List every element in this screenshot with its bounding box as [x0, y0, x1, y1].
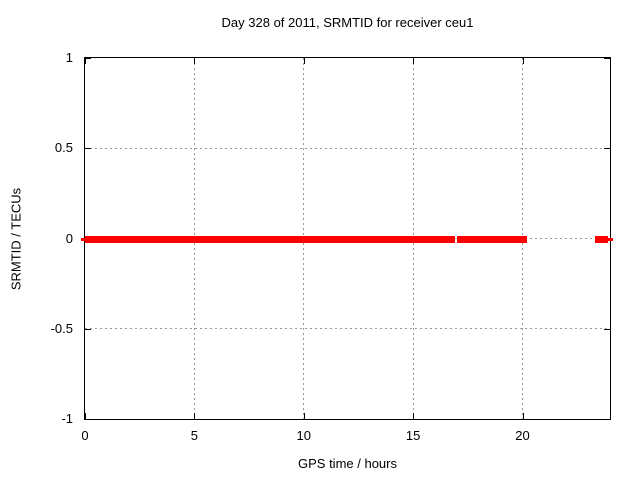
- x-tick-mark-top: [522, 58, 524, 64]
- x-tick-mark: [522, 413, 524, 419]
- data-point-edge-nub: [81, 237, 85, 241]
- x-tick-label: 15: [405, 428, 421, 443]
- y-tick-label: -1: [61, 411, 73, 426]
- y-tick-label: -0.5: [50, 320, 73, 336]
- x-tick-label: 20: [515, 428, 530, 443]
- y-tick-mark-right: [604, 419, 610, 420]
- data-segment: [457, 235, 528, 243]
- x-tick-mark-top: [194, 58, 196, 64]
- data-point-edge-nub: [608, 237, 613, 241]
- x-axis-label: GPS time / hours: [298, 456, 397, 471]
- y-tick-label: 1: [65, 50, 73, 65]
- x-tick-mark-top: [413, 58, 415, 64]
- y-tick-label: 0: [65, 230, 73, 246]
- y-tick-mark: [85, 328, 91, 330]
- y-tick-label: 0.5: [54, 140, 73, 156]
- data-segment: [85, 235, 456, 243]
- x-tick-mark: [194, 413, 196, 419]
- x-tick-mark: [303, 413, 305, 419]
- chart-title: Day 328 of 2011, SRMTID for receiver ceu…: [221, 15, 474, 30]
- x-tick-mark: [85, 413, 86, 419]
- grid-line-horizontal: [85, 328, 610, 330]
- plot-area: [81, 57, 613, 420]
- x-tick-label: 5: [190, 428, 198, 443]
- x-tick-mark: [413, 413, 415, 419]
- grid-line-horizontal: [85, 147, 610, 149]
- y-tick-mark-right: [604, 148, 610, 150]
- y-tick-mark: [85, 419, 91, 420]
- y-tick-mark-right: [604, 58, 610, 59]
- x-tick-mark-top: [85, 58, 86, 64]
- y-tick-mark: [85, 58, 91, 59]
- x-tick-label: 10: [296, 428, 311, 443]
- data-segment: [594, 235, 609, 243]
- x-tick-label: 0: [81, 428, 89, 443]
- x-tick-mark-top: [303, 58, 305, 64]
- y-tick-mark-right: [604, 328, 610, 330]
- y-tick-mark: [85, 148, 91, 150]
